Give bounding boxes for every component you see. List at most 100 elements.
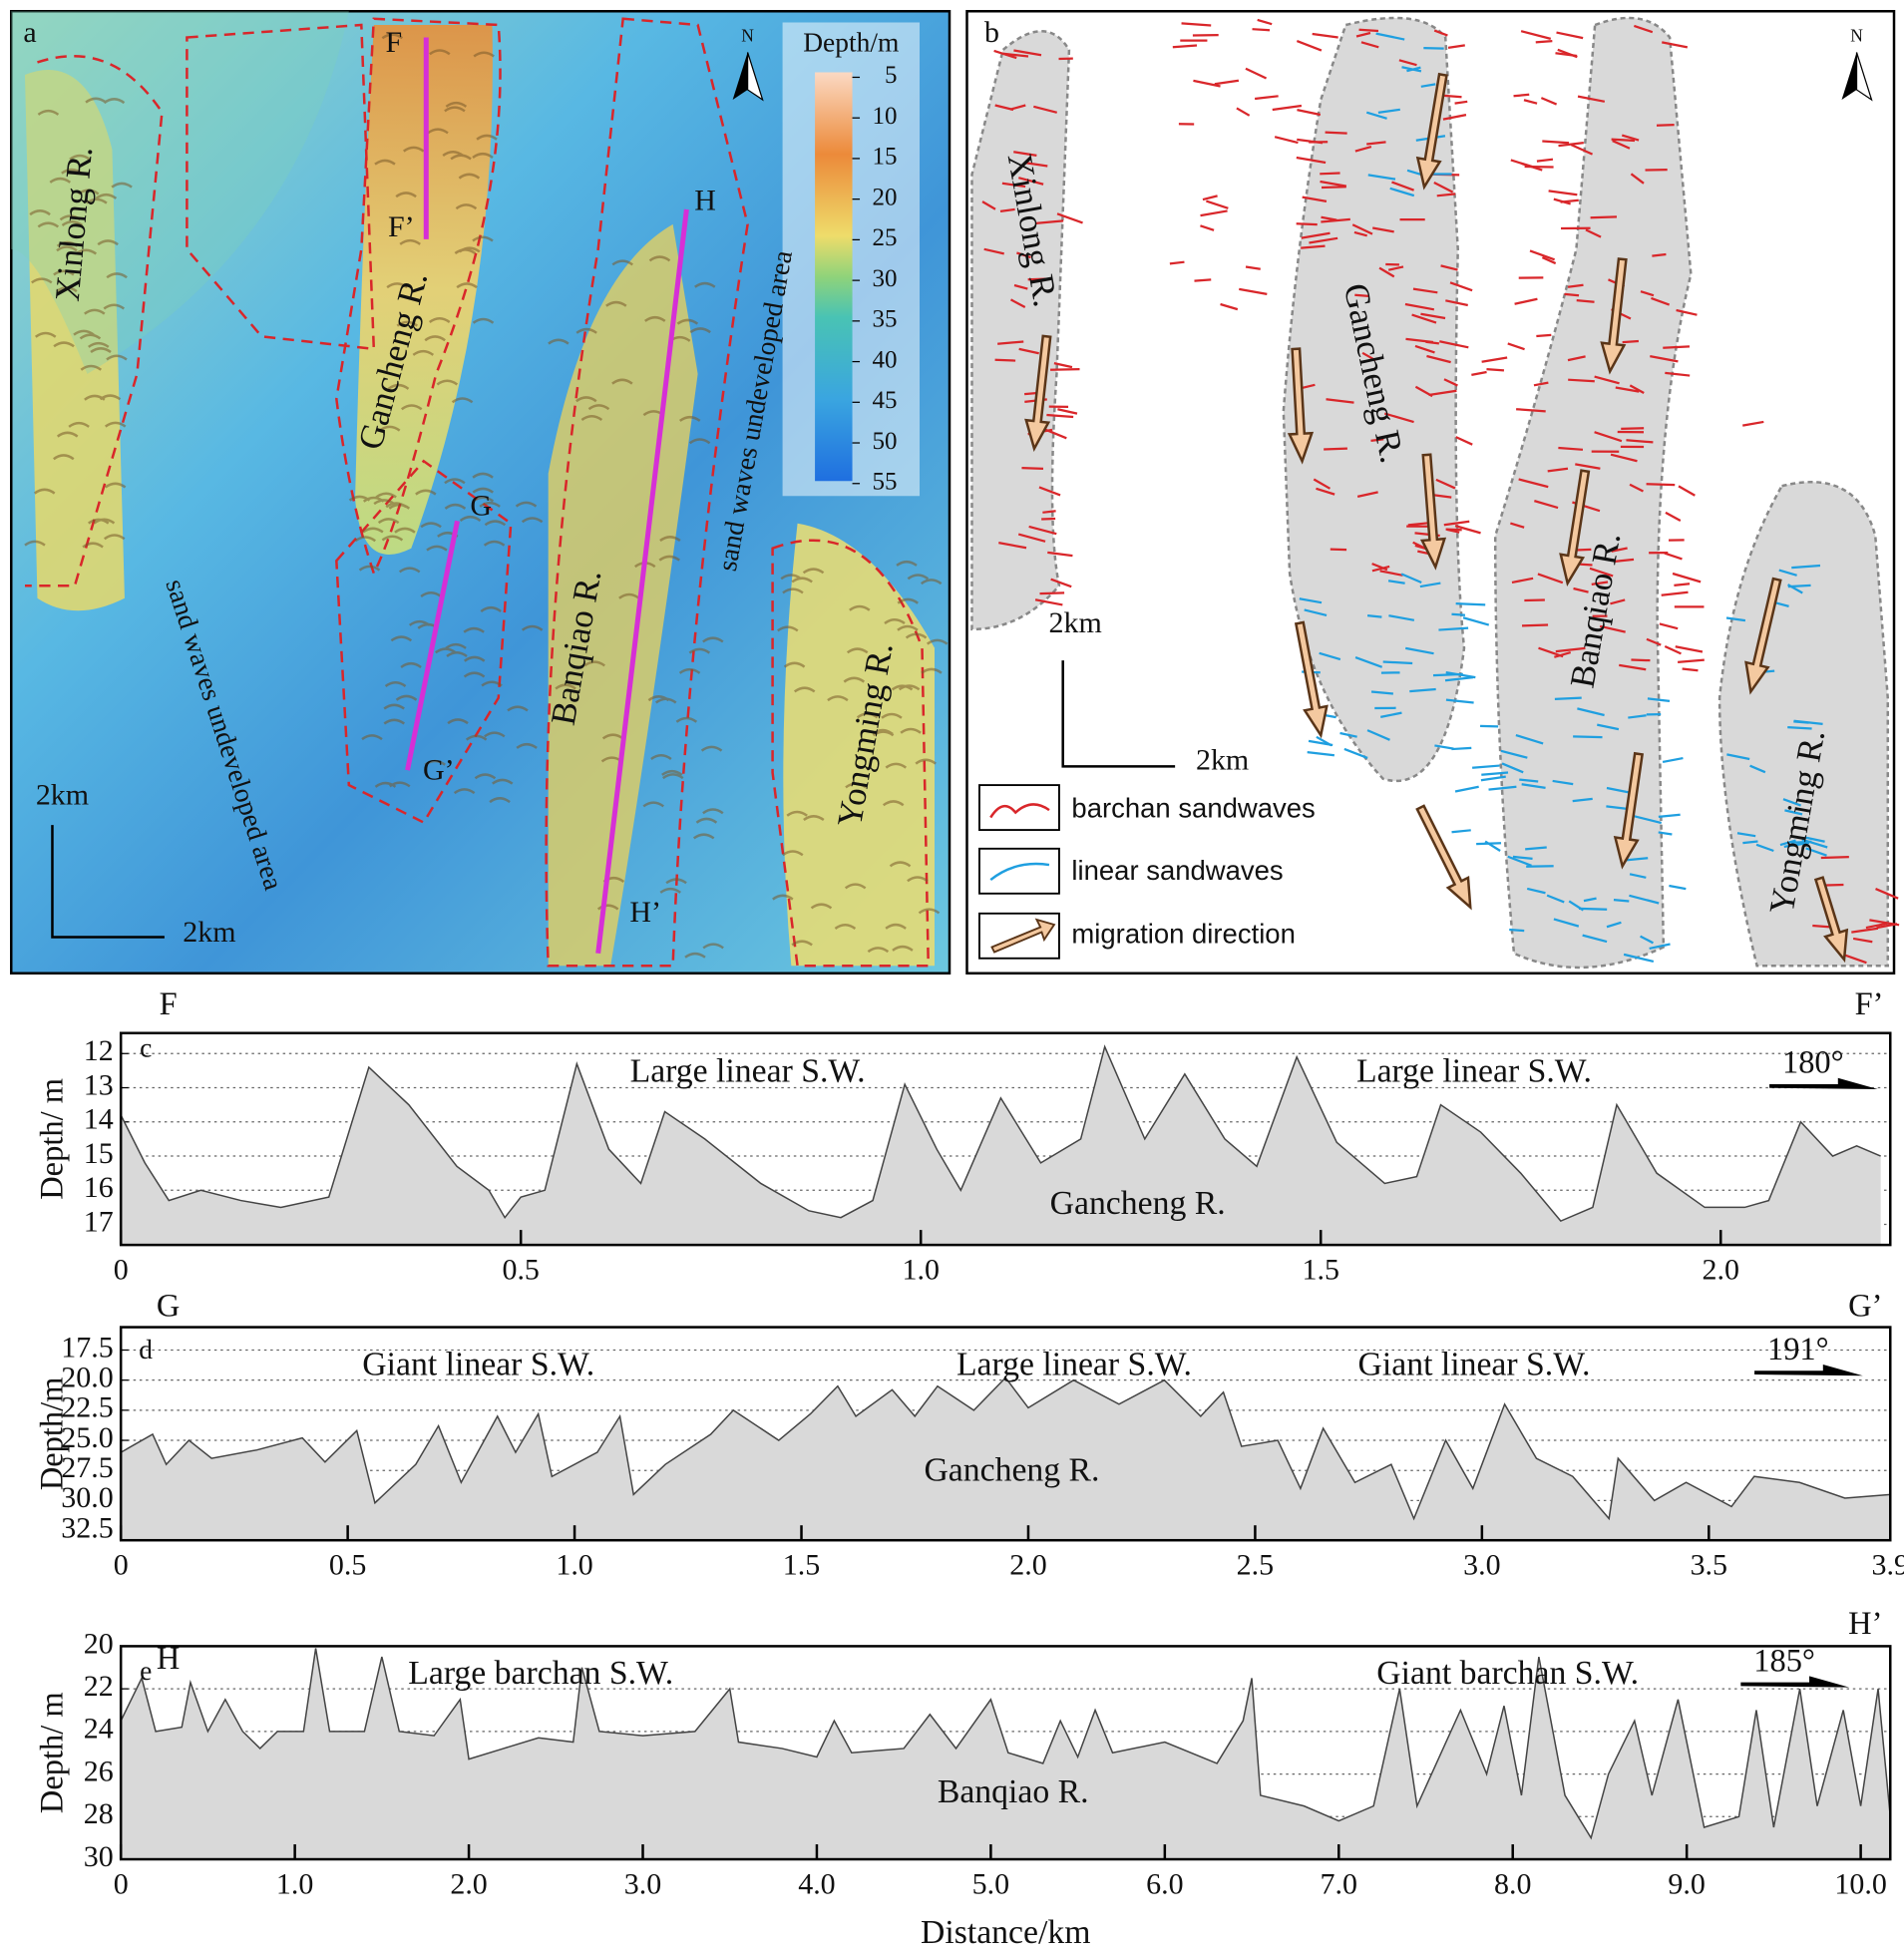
y-tick-label: 15 bbox=[84, 1137, 114, 1170]
sand-wave bbox=[1299, 597, 1323, 604]
sand-wave bbox=[103, 534, 126, 541]
migration-arrow bbox=[1287, 347, 1315, 465]
sand-wave bbox=[782, 850, 804, 857]
profile-end-label: F’ bbox=[388, 210, 415, 243]
scale-label: 2km bbox=[183, 916, 235, 949]
sand-wave bbox=[1420, 83, 1436, 88]
sand-wave bbox=[111, 182, 133, 189]
sand-wave bbox=[1511, 577, 1534, 585]
sand-wave bbox=[1309, 236, 1338, 244]
sand-wave bbox=[1035, 219, 1064, 225]
sand-wave bbox=[1366, 613, 1382, 618]
sand-wave bbox=[1371, 563, 1388, 572]
sand-wave bbox=[1021, 467, 1044, 471]
sand-wave bbox=[555, 683, 576, 690]
sand-wave bbox=[897, 624, 919, 631]
sand-wave bbox=[1481, 771, 1509, 776]
sand-wave bbox=[1678, 485, 1696, 497]
sand-wave bbox=[515, 501, 538, 508]
sand-wave bbox=[1405, 337, 1434, 344]
sand-wave bbox=[1443, 520, 1470, 527]
sand-wave bbox=[521, 517, 544, 524]
sand-wave bbox=[1387, 580, 1405, 585]
sand-wave bbox=[675, 716, 698, 723]
sand-wave bbox=[907, 876, 929, 883]
sand-wave bbox=[400, 404, 423, 411]
sand-wave bbox=[1050, 368, 1080, 371]
sand-wave bbox=[354, 536, 377, 543]
sand-wave bbox=[1404, 302, 1435, 311]
sand-wave bbox=[889, 861, 912, 868]
sand-wave bbox=[384, 680, 407, 688]
panel-label: e bbox=[140, 1656, 152, 1686]
sand-wave bbox=[786, 810, 808, 817]
sand-wave bbox=[1377, 108, 1400, 115]
direction-label: 185° bbox=[1753, 1643, 1815, 1679]
x-tick-label: 1.0 bbox=[276, 1867, 313, 1900]
profile-end-label: G’ bbox=[423, 753, 455, 786]
sand-wave bbox=[1245, 265, 1261, 270]
sand-wave bbox=[1782, 798, 1802, 807]
sand-wave bbox=[37, 221, 60, 228]
sand-wave bbox=[434, 647, 457, 654]
sand-wave bbox=[994, 358, 1016, 362]
sand-wave bbox=[1439, 340, 1469, 349]
sand-wave bbox=[1245, 67, 1268, 80]
profile-line bbox=[120, 1044, 1881, 1223]
sand-wave bbox=[1553, 918, 1580, 928]
sand-wave bbox=[1787, 584, 1803, 594]
x-tick-label: 4.0 bbox=[798, 1867, 835, 1900]
sand-wave bbox=[1454, 785, 1479, 793]
sand-wave bbox=[387, 383, 410, 390]
x-tick-label: 2.0 bbox=[1702, 1253, 1738, 1286]
panel-label: c bbox=[140, 1033, 152, 1063]
sand-wave bbox=[1812, 924, 1831, 929]
sand-wave bbox=[95, 193, 118, 199]
sand-wave bbox=[1682, 667, 1699, 672]
sand-wave bbox=[33, 488, 56, 495]
sand-wave bbox=[97, 239, 119, 246]
sand-wave bbox=[1370, 438, 1384, 442]
legend-key-arrow bbox=[990, 918, 1056, 954]
sand-wave bbox=[398, 567, 421, 574]
sand-wave bbox=[1354, 145, 1372, 153]
x-tick-label: 7.0 bbox=[1321, 1867, 1357, 1900]
migration-arrows bbox=[1024, 72, 1849, 964]
sand-wave bbox=[1614, 558, 1635, 564]
sand-wave bbox=[37, 109, 60, 116]
x-axis-label: Distance/km bbox=[921, 1914, 1090, 1951]
direction-arrow bbox=[1754, 1365, 1863, 1376]
sand-wave bbox=[1869, 919, 1900, 927]
plot-border bbox=[119, 1031, 1892, 1247]
sand-wave bbox=[445, 101, 468, 108]
sand-wave bbox=[1420, 312, 1446, 320]
sand-wave bbox=[1521, 162, 1543, 172]
sand-wave bbox=[348, 495, 371, 502]
sand-wave bbox=[1438, 626, 1469, 631]
y-tick-label: 25.0 bbox=[61, 1421, 113, 1454]
sand-wave bbox=[1302, 195, 1328, 203]
sand-wave bbox=[463, 655, 486, 662]
sand-wave bbox=[444, 478, 466, 485]
sand-wave bbox=[1472, 764, 1500, 769]
colorbar-tick-label: 35 bbox=[873, 306, 898, 333]
sand-wave bbox=[885, 923, 907, 930]
sand-wave bbox=[1391, 181, 1414, 192]
annotation: Giant linear S.W. bbox=[1358, 1346, 1591, 1382]
sand-wave bbox=[1301, 383, 1316, 390]
sand-wave bbox=[1313, 478, 1332, 490]
sand-wave bbox=[791, 577, 813, 584]
sand-wave bbox=[1445, 299, 1468, 307]
sand-wave bbox=[834, 923, 857, 931]
sand-wave bbox=[489, 797, 511, 804]
sand-wave bbox=[476, 134, 498, 141]
sand-wave bbox=[802, 568, 825, 575]
sand-wave bbox=[1451, 746, 1472, 751]
sand-wave bbox=[1784, 809, 1803, 816]
sand-wave bbox=[1380, 711, 1402, 718]
migration-arrow bbox=[1813, 876, 1849, 964]
sand-wave bbox=[472, 317, 495, 324]
sand-wave bbox=[999, 207, 1015, 212]
sand-wave bbox=[676, 318, 699, 325]
sand-wave bbox=[1674, 583, 1691, 587]
